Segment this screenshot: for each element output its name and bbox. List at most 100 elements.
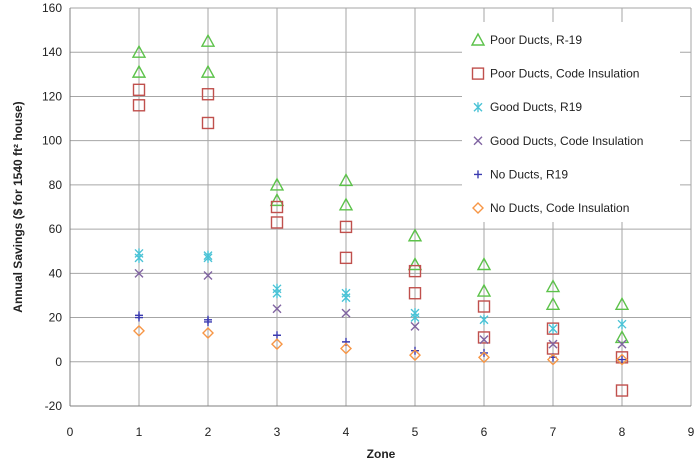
data-point-asterisk: [479, 314, 489, 325]
data-point-x: [341, 308, 351, 318]
x-icon: [473, 136, 483, 146]
data-point-x: [479, 335, 489, 345]
data-point-asterisk: [272, 288, 282, 299]
y-tick-label: 20: [49, 311, 63, 325]
data-point-triangle: [476, 257, 492, 271]
data-point-square: [339, 220, 353, 234]
x-tick-label: 2: [205, 425, 212, 439]
data-point-square: [615, 384, 629, 397]
data-point-asterisk: [548, 323, 558, 334]
data-point-triangle: [131, 64, 147, 78]
plus-icon: [474, 170, 482, 179]
legend-item: Poor Ducts, Code Insulation: [471, 67, 639, 81]
data-point-diamond: [271, 338, 283, 351]
y-tick-label: 100: [42, 134, 62, 148]
legend-item: Good Ducts, Code Insulation: [473, 134, 643, 148]
data-point-asterisk: [134, 252, 144, 263]
data-point-plus: [342, 337, 350, 346]
data-point-asterisk: [617, 319, 627, 330]
data-point-square: [201, 116, 215, 130]
x-tick-label: 9: [688, 425, 695, 439]
data-point-square: [270, 200, 284, 214]
y-tick-label: -20: [45, 399, 63, 413]
legend-label: Poor Ducts, R-19: [490, 33, 582, 47]
data-point-triangle: [407, 257, 423, 271]
data-point-square: [477, 331, 491, 344]
data-point-diamond: [478, 351, 490, 364]
data-point-triangle: [338, 173, 354, 187]
legend-box: [462, 22, 680, 222]
x-tick-label: 7: [550, 425, 557, 439]
data-point-diamond: [547, 353, 559, 366]
data-point-triangle: [476, 283, 492, 297]
legend-label: No Ducts, Code Insulation: [490, 201, 629, 215]
data-point-square: [132, 99, 146, 112]
legend: Poor Ducts, R-19 Poor Ducts, Code Insulat…: [462, 22, 680, 222]
data-point-x: [410, 321, 420, 331]
y-tick-label: 80: [49, 178, 63, 192]
data-point-triangle: [545, 296, 561, 310]
x-axis-label: Zone: [367, 447, 396, 461]
data-point-square: [201, 88, 215, 101]
x-tick-label: 5: [412, 425, 419, 439]
data-point-triangle: [407, 228, 423, 242]
data-point-x: [203, 271, 213, 281]
data-point-triangle: [545, 279, 561, 293]
y-tick-label: 120: [42, 89, 62, 103]
data-point-x: [548, 339, 558, 349]
legend-item: No Ducts, R19: [474, 167, 568, 181]
x-tick-label: 8: [619, 425, 626, 439]
data-point-triangle: [614, 329, 630, 344]
data-point-asterisk: [203, 252, 213, 263]
y-tick-label: 0: [55, 355, 62, 369]
data-point-triangle: [200, 64, 216, 78]
data-point-diamond: [409, 349, 421, 362]
x-tick-label: 1: [136, 425, 143, 439]
data-point-x: [272, 304, 282, 314]
y-tick-label: 140: [42, 45, 62, 59]
legend-label: Good Ducts, Code Insulation: [490, 134, 643, 148]
data-point-square: [132, 83, 146, 97]
data-point-x: [617, 339, 627, 349]
data-point-plus: [273, 331, 281, 340]
asterisk-icon: [473, 102, 483, 113]
legend-label: No Ducts, R19: [490, 167, 568, 181]
data-point-plus: [618, 355, 626, 364]
x-tick-label: 6: [481, 425, 488, 439]
axes: [69, 8, 691, 407]
y-tick-label: 160: [42, 1, 62, 15]
data-point-asterisk: [410, 312, 420, 323]
data-point-diamond: [340, 342, 352, 355]
data-point-square: [270, 216, 284, 229]
data-point-triangle: [338, 197, 354, 211]
data-point-triangle: [131, 44, 147, 58]
diamond-icon: [472, 202, 484, 214]
x-tick-label: 4: [343, 425, 350, 439]
data-point-triangle: [269, 177, 285, 191]
data-point-diamond: [133, 324, 145, 337]
data-point-square: [408, 264, 422, 278]
data-point-x: [134, 268, 144, 278]
triangle-icon: [470, 32, 486, 46]
data-point-asterisk: [341, 292, 351, 303]
legend-label: Good Ducts, R19: [490, 100, 582, 114]
data-point-plus: [204, 317, 212, 326]
x-tick-label: 0: [67, 425, 74, 439]
y-axis-label: Annual Savings ($ for 1540 ft² house): [11, 101, 25, 312]
data-points: [131, 33, 630, 397]
legend-item: No Ducts, Code Insulation: [472, 201, 629, 215]
y-tick-label: 40: [49, 266, 63, 280]
data-point-diamond: [202, 327, 214, 340]
data-point-square: [546, 322, 560, 335]
data-point-square: [408, 287, 422, 300]
data-point-triangle: [614, 296, 630, 310]
data-point-plus: [135, 313, 143, 322]
data-point-triangle: [200, 33, 216, 47]
data-point-square: [339, 251, 353, 265]
tick-labels: -20 0 20 40 60 80 100 120 140 160 0 1 2 3 4 5 6 7 8 9: [42, 1, 695, 439]
legend-item: Good Ducts, R19: [473, 100, 582, 114]
data-point-diamond: [616, 353, 628, 366]
legend-item: Poor Ducts, R-19: [470, 32, 582, 47]
square-icon: [471, 67, 485, 80]
